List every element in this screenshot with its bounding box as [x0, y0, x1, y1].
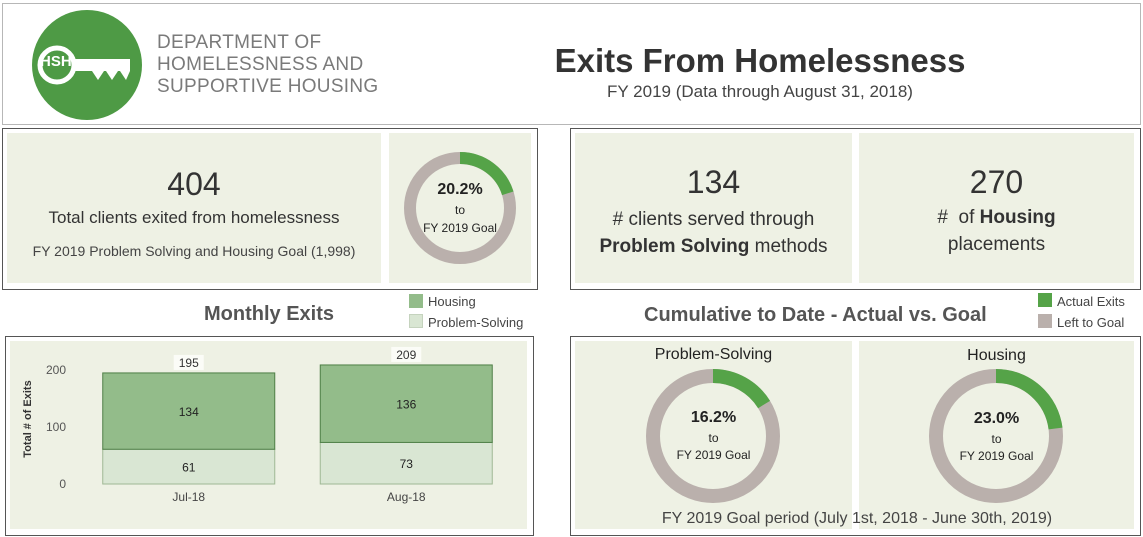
bar-value-label: 134 [179, 405, 199, 419]
org-line-3: SUPPORTIVE HOUSING [157, 76, 379, 97]
housing-donut-card [859, 341, 1134, 529]
housing-line1: # of Housing [859, 207, 1134, 229]
total-label-bg [173, 354, 204, 370]
problem-solving-bold: Problem Solving [599, 236, 750, 257]
legend-left-label: Left to Goal [1057, 315, 1125, 330]
problem-solving-value: 134 [686, 164, 741, 200]
housing-donut-percent: 23.0% [973, 410, 1020, 427]
header-banner [2, 3, 1141, 125]
page-subtitle: FY 2019 (Data through August 31, 2018) [607, 82, 913, 101]
problem-solving-rest: methods [749, 236, 828, 257]
monthly-bar-chart: 0 100 200 Total # of Exits 61 134 195 Jul-18 73 1… [22, 346, 493, 504]
page-title: Exits From Homelessness [554, 42, 966, 79]
bar-value-label: 136 [396, 398, 416, 412]
org-name: DEPARTMENT OF HOMELESSNESS AND SUPPORTIV… [157, 32, 378, 98]
donut-actual [646, 369, 780, 503]
bar-total-label: 209 [396, 348, 416, 362]
total-donut-percent: 20.2% [437, 181, 483, 198]
total-card [7, 133, 381, 283]
problem-solving-line2: Problem Solving methods [575, 236, 852, 258]
ps-donut-title: Problem-Solving [654, 346, 773, 363]
legend-actual-swatch [1038, 293, 1052, 307]
cumulative-title: Cumulative to Date - Actual vs. Goal [644, 304, 987, 326]
total-donut [404, 152, 516, 264]
total-value: 404 [167, 166, 221, 202]
legend-problem-solving-label: Problem-Solving [428, 315, 524, 330]
legend-housing-swatch [409, 294, 423, 308]
bar-total-label: 195 [179, 356, 199, 370]
housing-donut [929, 369, 1063, 503]
total-label: Total clients exited from homelessness [48, 208, 340, 227]
goal-period-footer: FY 2019 Goal period (July 1st, 2018 - Ju… [661, 510, 1053, 527]
legend-problem-solving-swatch [409, 314, 423, 328]
total-donut-goal: FY 2019 Goal [423, 221, 497, 235]
key-icon [37, 45, 130, 85]
ps-donut-card [575, 341, 852, 529]
housing-value: 270 [969, 164, 1024, 200]
y-tick-label: 0 [59, 477, 66, 491]
problem-solving-card [575, 133, 852, 283]
donut-actual [929, 369, 1063, 503]
org-line-2: HOMELESSNESS AND [157, 54, 364, 75]
x-tick-label: Aug-18 [387, 490, 426, 504]
legend-left-swatch [1038, 314, 1052, 328]
total-donut-card [389, 133, 531, 283]
ps-donut-percent: 16.2% [690, 409, 737, 426]
housing-bold: Housing [979, 207, 1056, 228]
y-tick-label: 100 [46, 420, 66, 434]
y-tick-label: 200 [46, 363, 66, 377]
monthly-chart-bg: 0 100 200 Total # of Exits 61 134 195 Jul-18 73 1… [10, 341, 527, 529]
housing-donut-goal: FY 2019 Goal [959, 449, 1034, 463]
monthly-title: Monthly Exits [204, 303, 335, 325]
bar-value-label: 61 [182, 461, 196, 475]
legend-housing-label: Housing [428, 294, 476, 309]
ps-donut [646, 369, 780, 503]
housing-line2: placements [947, 234, 1046, 255]
x-tick-label: Jul-18 [172, 490, 205, 504]
y-axis-label: Total # of Exits [22, 380, 34, 457]
total-donut-to: to [454, 203, 465, 217]
housing-prefix: # of [937, 207, 980, 228]
total-label-bg [391, 346, 422, 362]
bar-value-label: 73 [400, 457, 414, 471]
total-goal-text: FY 2019 Problem Solving and Housing Goal… [32, 243, 356, 259]
org-line-1: DEPARTMENT OF [157, 32, 322, 53]
donut-actual [404, 152, 516, 264]
problem-solving-line1: # clients served through [612, 209, 815, 230]
hsh-logo [32, 10, 142, 120]
bar-segment [319, 364, 493, 443]
bar-segment [319, 441, 493, 485]
housing-donut-title: Housing [967, 347, 1026, 364]
logo-text: HSH [40, 53, 72, 70]
ps-donut-to: to [708, 431, 719, 445]
legend-actual-label: Actual Exits [1057, 294, 1125, 309]
bar-segment [102, 372, 276, 450]
ps-donut-goal: FY 2019 Goal [676, 448, 751, 462]
housing-donut-to: to [991, 432, 1002, 446]
housing-card [859, 133, 1134, 283]
